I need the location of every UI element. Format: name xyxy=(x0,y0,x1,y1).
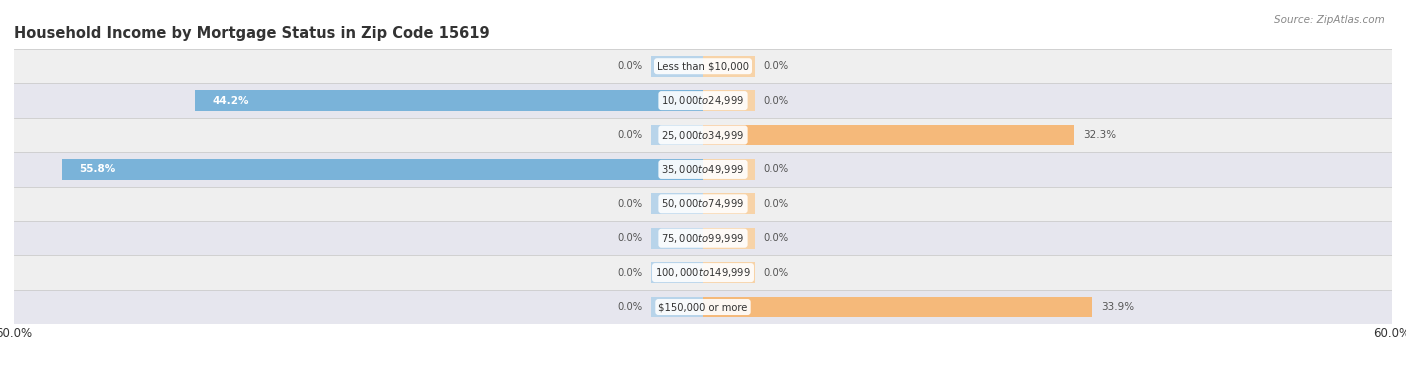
Text: 33.9%: 33.9% xyxy=(1101,302,1135,312)
Bar xyxy=(703,193,755,214)
Bar xyxy=(703,159,755,180)
Text: 0.0%: 0.0% xyxy=(617,302,643,312)
Text: $75,000 to $99,999: $75,000 to $99,999 xyxy=(661,232,745,245)
Text: 44.2%: 44.2% xyxy=(212,96,249,106)
Text: 0.0%: 0.0% xyxy=(763,199,789,209)
Bar xyxy=(703,297,1092,317)
Text: 0.0%: 0.0% xyxy=(617,233,643,243)
Text: 0.0%: 0.0% xyxy=(617,268,643,277)
Bar xyxy=(703,125,1074,146)
Text: 0.0%: 0.0% xyxy=(763,96,789,106)
Text: 0.0%: 0.0% xyxy=(617,130,643,140)
Bar xyxy=(14,290,1392,324)
Bar xyxy=(703,262,755,283)
Bar xyxy=(195,90,703,111)
Text: 0.0%: 0.0% xyxy=(763,233,789,243)
Text: 0.0%: 0.0% xyxy=(763,268,789,277)
Text: $25,000 to $34,999: $25,000 to $34,999 xyxy=(661,129,745,141)
Text: $10,000 to $24,999: $10,000 to $24,999 xyxy=(661,94,745,107)
Text: 55.8%: 55.8% xyxy=(80,164,115,175)
Text: 32.3%: 32.3% xyxy=(1083,130,1116,140)
Text: $150,000 or more: $150,000 or more xyxy=(658,302,748,312)
Bar xyxy=(651,297,703,317)
Text: Less than $10,000: Less than $10,000 xyxy=(657,61,749,71)
Text: Household Income by Mortgage Status in Zip Code 15619: Household Income by Mortgage Status in Z… xyxy=(14,26,489,41)
Bar xyxy=(14,221,1392,256)
Bar xyxy=(14,49,1392,83)
Text: 0.0%: 0.0% xyxy=(617,199,643,209)
Text: Source: ZipAtlas.com: Source: ZipAtlas.com xyxy=(1274,15,1385,25)
Bar xyxy=(651,125,703,146)
Bar xyxy=(14,152,1392,187)
Text: $35,000 to $49,999: $35,000 to $49,999 xyxy=(661,163,745,176)
Bar xyxy=(14,83,1392,118)
Text: $100,000 to $149,999: $100,000 to $149,999 xyxy=(655,266,751,279)
Bar xyxy=(651,193,703,214)
Bar xyxy=(651,56,703,77)
Text: $50,000 to $74,999: $50,000 to $74,999 xyxy=(661,197,745,210)
Text: 0.0%: 0.0% xyxy=(763,164,789,175)
Bar xyxy=(14,118,1392,152)
Bar xyxy=(651,262,703,283)
Bar xyxy=(14,187,1392,221)
Text: 0.0%: 0.0% xyxy=(617,61,643,71)
Bar xyxy=(703,228,755,248)
Bar xyxy=(703,56,755,77)
Text: 0.0%: 0.0% xyxy=(763,61,789,71)
Bar xyxy=(62,159,703,180)
Bar xyxy=(14,256,1392,290)
Bar xyxy=(651,228,703,248)
Bar xyxy=(703,90,755,111)
